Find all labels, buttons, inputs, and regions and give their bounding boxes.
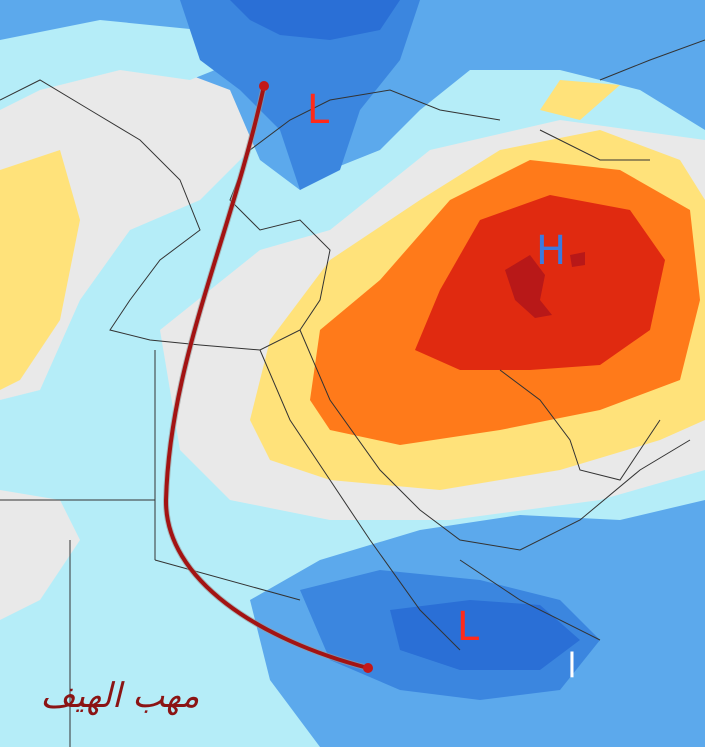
coastline (299, 329, 691, 551)
low-label: L (457, 604, 480, 650)
border (459, 39, 705, 641)
border (0, 350, 301, 747)
coldest-zone (230, 0, 400, 40)
wind-path (163, 85, 369, 670)
extreme-zone (570, 252, 585, 267)
warm-zone (540, 80, 620, 120)
coastline (259, 349, 461, 651)
coldest-zone (390, 600, 580, 670)
caption: مهب الهيف (40, 676, 199, 716)
low-label: L (307, 87, 330, 133)
path-end (363, 663, 373, 673)
cold-zone (180, 0, 420, 190)
path-start (259, 81, 269, 91)
neutral-zone (0, 490, 80, 620)
coastline (499, 369, 661, 481)
neutral-zone (0, 40, 260, 400)
extreme-zone (505, 255, 552, 318)
coastline (0, 79, 501, 351)
high-label: H (536, 228, 566, 274)
warm-zone (0, 150, 80, 390)
mark-label: l (567, 647, 576, 687)
mild-zone (0, 20, 240, 110)
